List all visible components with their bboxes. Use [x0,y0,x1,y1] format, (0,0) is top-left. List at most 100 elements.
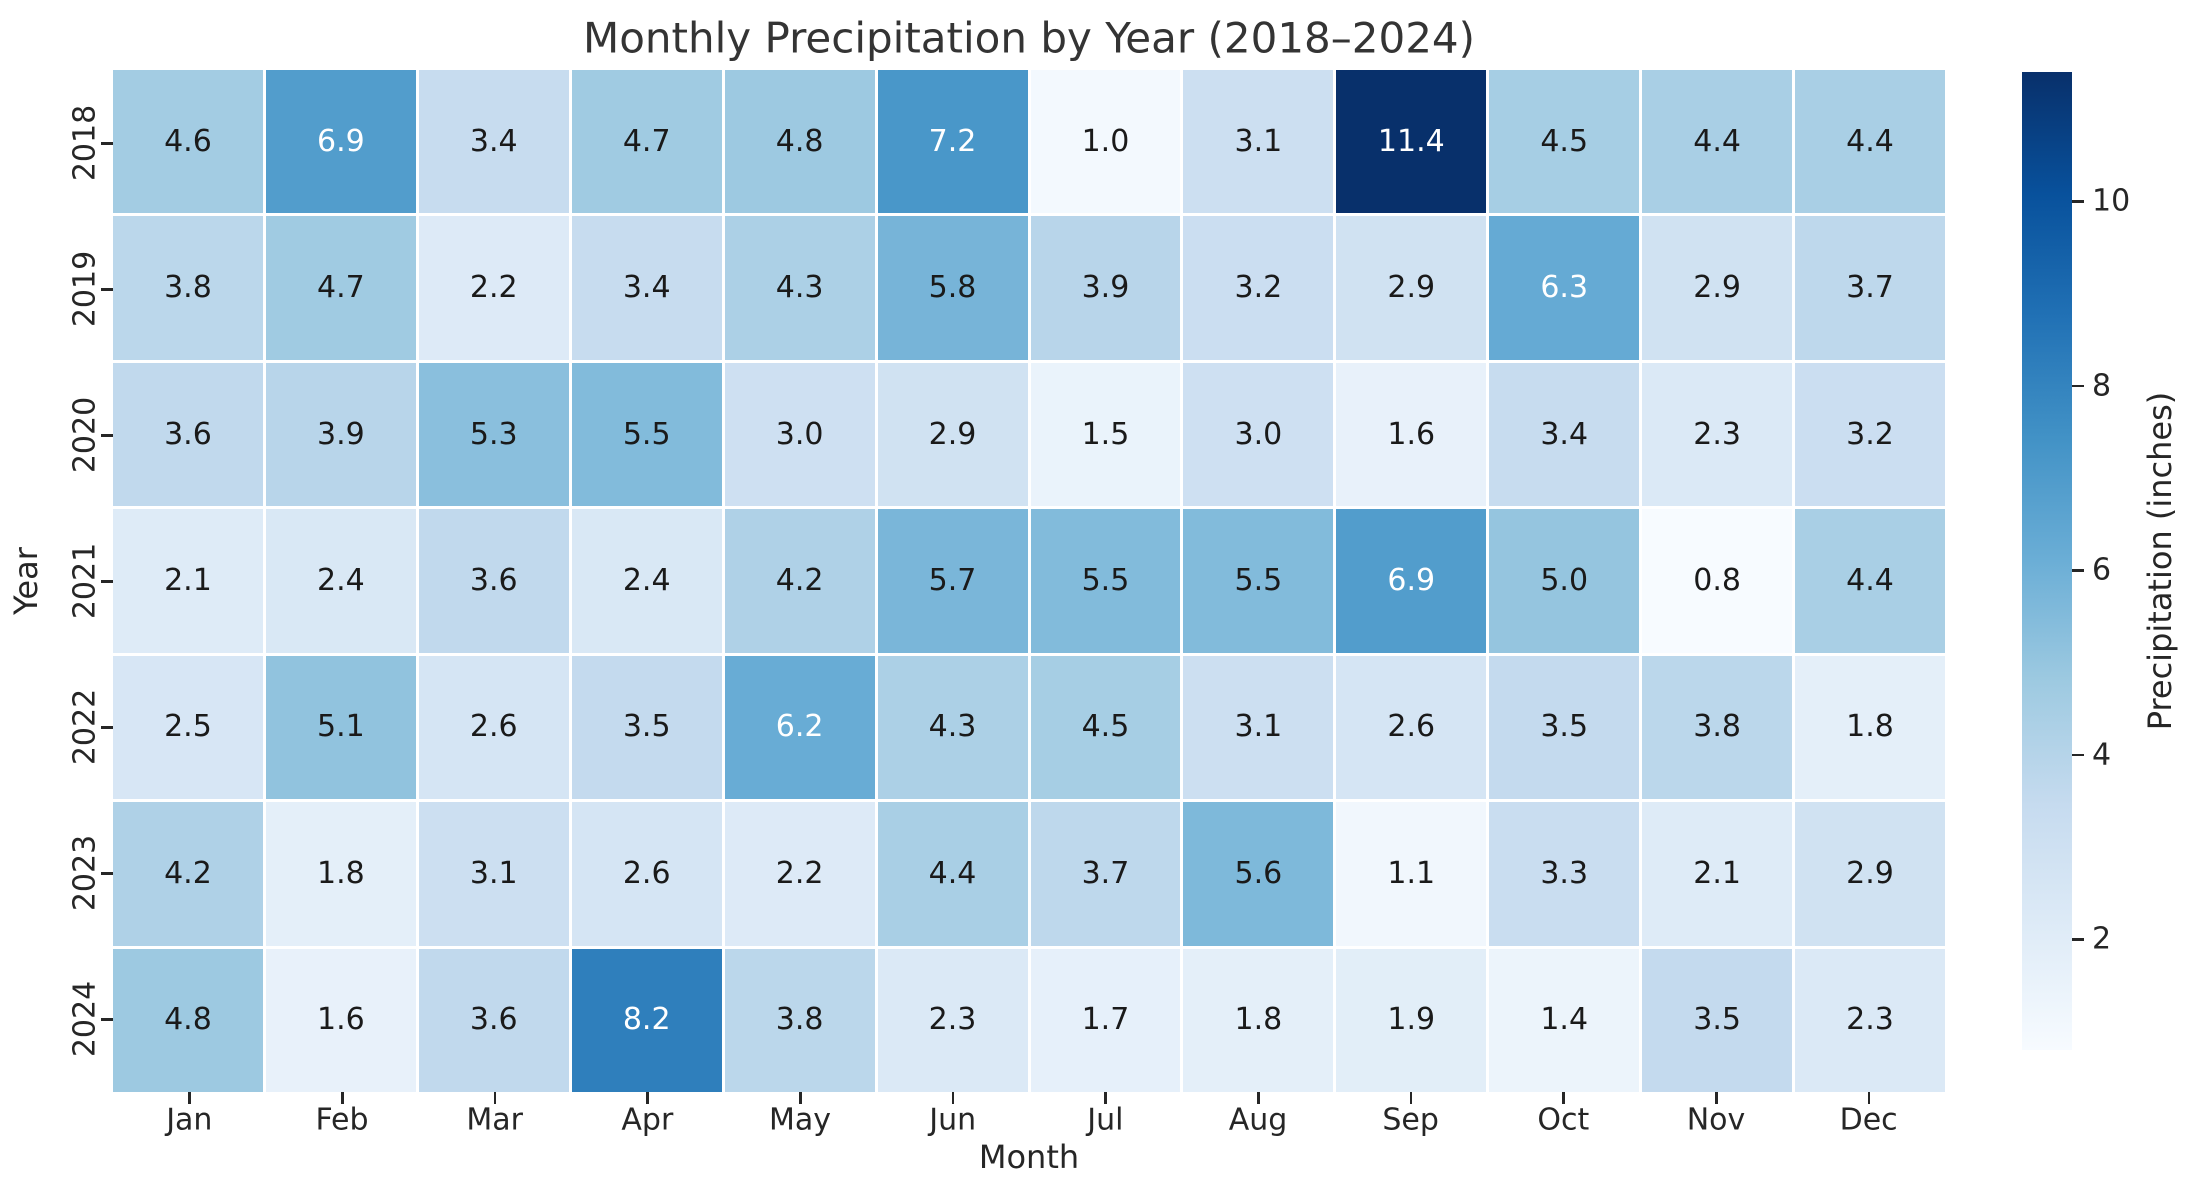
cell-value: 5.8 [928,270,977,306]
tick-mark [101,1018,113,1021]
cell-value: 2.2 [469,270,518,306]
cell-value: 3.7 [1081,855,1130,891]
cell-value: 2.4 [622,562,671,598]
cell-value: 1.5 [1081,416,1130,452]
heatmap-cell-2023-Dec: 2.9 [1795,802,1945,946]
heatmap-cell-2024-May: 3.8 [724,948,875,1092]
heatmap-cell-2022-Mar: 2.6 [418,655,569,800]
cell-value: 2.1 [164,562,212,598]
cell-value: 4.6 [164,123,212,159]
heatmap-cell-2024-Dec: 2.3 [1795,948,1945,1092]
tick-mark [1104,1092,1107,1104]
tick-mark [2072,569,2084,572]
heatmap-cell-2019-Mar: 2.2 [418,216,569,360]
cell-value: 3.6 [469,1002,518,1038]
y-tick-label-2022: 2022 [67,688,103,766]
colorbar-tick-label-4: 4 [2092,737,2112,773]
cell-value: 2.6 [1387,709,1436,745]
colorbar-tick-label-2: 2 [2092,921,2112,957]
cell-value: 4.5 [1540,123,1589,159]
heatmap-cell-2019-Dec: 3.7 [1795,216,1945,360]
y-tick-label-2024: 2024 [67,980,103,1058]
cell-value: 2.6 [469,709,518,745]
cell-value: 6.3 [1540,270,1589,306]
cell-value: 5.6 [1234,855,1283,891]
x-tick-label-Jul: Jul [1087,1102,1124,1138]
heatmap-cell-2018-May: 4.8 [724,70,875,214]
heatmap-cell-2018-Jul: 1.0 [1030,70,1181,214]
heatmap-cell-2021-Aug: 5.5 [1183,509,1334,653]
cell-value: 1.0 [1081,123,1130,159]
tick-mark [2072,200,2084,203]
cell-value: 3.8 [775,1002,824,1038]
heatmap-cell-2024-Aug: 1.8 [1183,948,1334,1092]
cell-value: 2.9 [928,416,977,452]
cell-value: 1.8 [1234,1002,1283,1038]
heatmap-cell-2023-Mar: 3.1 [418,802,569,946]
cell-value: 4.2 [164,855,212,891]
heatmap-cell-2022-Jul: 4.5 [1030,655,1181,800]
heatmap-cell-2020-Feb: 3.9 [265,362,416,507]
tick-mark [2072,938,2084,941]
heatmap-cell-2023-Aug: 5.6 [1183,802,1334,946]
cell-value: 0.8 [1693,562,1741,598]
heatmap-cell-2020-May: 3.0 [724,362,875,507]
heatmap-cell-2022-Feb: 5.1 [265,655,416,800]
tick-mark [951,1092,955,1104]
heatmap-cell-2021-Dec: 4.4 [1795,509,1945,653]
tick-mark [1409,1092,1413,1104]
x-axis-label: Month [978,1138,1080,1176]
y-tick-label-2021: 2021 [67,542,103,620]
cell-value: 3.2 [1234,270,1283,306]
cell-value: 3.6 [469,562,518,598]
cell-value: 3.1 [469,855,518,891]
heatmap-cell-2021-Mar: 3.6 [418,509,569,653]
heatmap-cell-2019-Aug: 3.2 [1183,216,1334,360]
cell-value: 4.3 [928,709,977,745]
cell-value: 1.6 [1387,416,1436,452]
tick-mark [646,1092,649,1104]
heatmap-cell-2018-Sep: 11.4 [1336,70,1487,214]
cell-value: 3.3 [1540,855,1589,891]
cell-value: 3.1 [1234,709,1283,745]
heatmap-cell-2021-May: 4.2 [724,509,875,653]
cell-value: 5.5 [1081,562,1130,598]
cell-value: 3.2 [1846,416,1894,452]
cell-value: 3.7 [1846,270,1894,306]
x-tick-label-Apr: Apr [621,1102,674,1138]
cell-value: 4.4 [1846,123,1894,159]
colorbar-tick-label-8: 8 [2092,368,2112,404]
x-tick-label-Dec: Dec [1839,1102,1898,1138]
cell-value: 2.3 [928,1002,977,1038]
heatmap-cell-2024-Feb: 1.6 [265,948,416,1092]
tick-mark [341,1092,344,1104]
heatmap-cell-2023-May: 2.2 [724,802,875,946]
cell-value: 5.1 [317,709,365,745]
y-tick-label-2018: 2018 [67,104,103,182]
heatmap-cell-2020-Jul: 1.5 [1030,362,1181,507]
cell-value: 4.8 [164,1002,212,1038]
heatmap-cell-2022-Oct: 3.5 [1489,655,1640,800]
tick-mark [1715,1092,1718,1104]
tick-mark [1867,1092,1871,1104]
tick-mark [101,580,113,583]
heatmap-cell-2022-Apr: 3.5 [571,655,722,800]
x-tick-label-Aug: Aug [1228,1102,1288,1138]
heatmap-cell-2019-Sep: 2.9 [1336,216,1487,360]
heatmap-cell-2024-Jun: 2.3 [877,948,1028,1092]
heatmap-cell-2018-Oct: 4.5 [1489,70,1640,214]
heatmap-cell-2018-Aug: 3.1 [1183,70,1334,214]
heatmap-cell-2018-Nov: 4.4 [1642,70,1793,214]
cell-value: 3.5 [622,709,671,745]
cell-value: 3.4 [469,123,518,159]
x-tick-label-Sep: Sep [1382,1102,1439,1138]
cell-value: 2.4 [317,562,365,598]
heatmap-cell-2020-Oct: 3.4 [1489,362,1640,507]
cell-value: 4.8 [775,123,824,159]
tick-mark [101,434,113,437]
cell-value: 1.8 [1846,709,1894,745]
heatmap-cell-2022-Dec: 1.8 [1795,655,1945,800]
heatmap-cell-2023-Nov: 2.1 [1642,802,1793,946]
y-tick-label-2019: 2019 [67,250,103,328]
cell-value: 4.7 [622,123,671,159]
